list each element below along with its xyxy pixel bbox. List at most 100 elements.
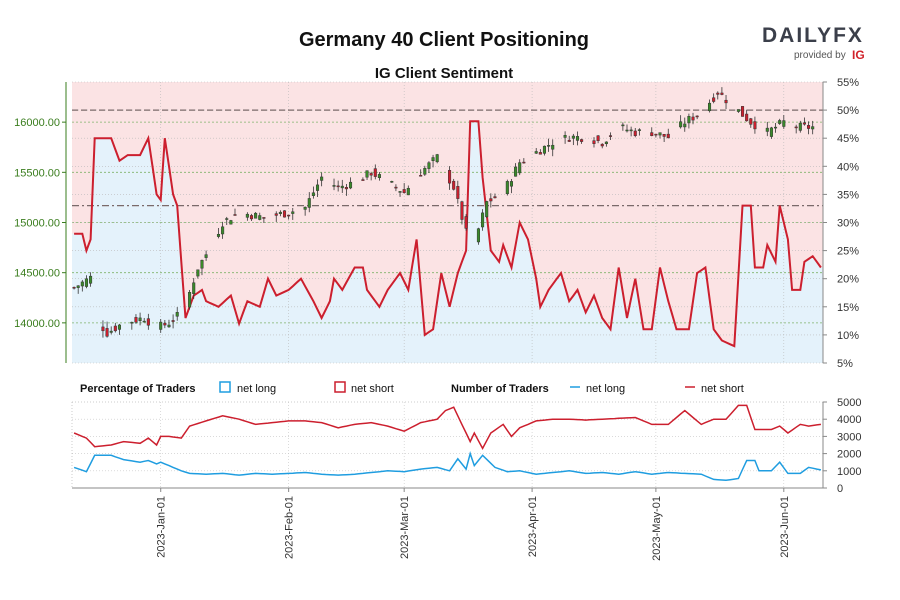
count-tick-label: 1000 xyxy=(837,466,861,478)
candle-body xyxy=(798,122,802,131)
bottom-panel-lines xyxy=(73,404,822,482)
candle-body xyxy=(724,99,728,104)
candle-body xyxy=(650,132,654,137)
candle-body xyxy=(567,139,571,142)
candle-body xyxy=(336,185,340,188)
candle-body xyxy=(303,206,307,210)
bottom-panel-grid xyxy=(71,401,823,489)
net-long-pct-line xyxy=(74,120,822,348)
candle-body xyxy=(171,320,175,322)
candle-body xyxy=(807,125,811,129)
date-tick-label: 2023-Mar-01 xyxy=(399,496,411,559)
candle-body xyxy=(679,121,683,128)
net-long-count-line xyxy=(73,451,822,482)
chart-subtitle: IG Client Sentiment xyxy=(375,65,513,82)
candle-body xyxy=(311,192,315,196)
candle-body xyxy=(406,187,410,196)
candle-body xyxy=(254,212,258,219)
candle-body xyxy=(621,124,625,127)
candle-body xyxy=(509,181,513,187)
candle-body xyxy=(778,120,782,124)
candle-body xyxy=(427,162,431,169)
candle-body xyxy=(278,211,282,214)
candle-body xyxy=(456,186,460,199)
candle-body xyxy=(481,212,485,228)
price-tick-label: 15000.00 xyxy=(14,218,60,230)
logo-provided-by: provided by xyxy=(794,50,846,61)
candle-body xyxy=(282,210,287,218)
candle-body xyxy=(373,168,377,177)
main-panel-axes: 14000.00 14500.00 15000.00 15500.00 16000.00… xyxy=(14,77,859,370)
candle-body xyxy=(315,184,320,191)
candle-body xyxy=(221,226,225,235)
pct-tick-label: 5% xyxy=(837,358,853,370)
count-tick-label: 2000 xyxy=(837,449,861,461)
candle-body xyxy=(142,320,146,323)
chart-title: Germany 40 Client Positioning xyxy=(299,29,589,51)
date-tick-label: 2023-Apr-01 xyxy=(527,496,539,557)
main-panel-lines xyxy=(74,120,822,348)
legend: Percentage of Traders net long net short… xyxy=(80,381,744,395)
candle-body xyxy=(361,179,365,181)
candle-body xyxy=(749,118,753,125)
candle-body xyxy=(245,213,249,218)
candle-body xyxy=(811,126,815,130)
candle-body xyxy=(84,278,88,287)
count-tick-label: 0 xyxy=(837,483,843,495)
candle-body xyxy=(592,140,596,144)
candle-body xyxy=(741,106,745,117)
candle-body xyxy=(493,196,497,199)
candle-body xyxy=(225,218,229,220)
candle-body xyxy=(101,326,105,332)
candle-body xyxy=(460,201,464,220)
candle-body xyxy=(332,185,336,187)
pct-tick-label: 50% xyxy=(837,105,859,117)
pct-tick-label: 20% xyxy=(837,274,859,286)
candle-body xyxy=(344,187,348,190)
candle-body xyxy=(596,135,600,141)
candle-body xyxy=(782,120,786,127)
count-tick-label: 5000 xyxy=(837,397,861,409)
candle-body xyxy=(476,228,480,243)
candle-body xyxy=(712,97,716,102)
candle-body xyxy=(196,269,200,277)
candle-body xyxy=(117,324,121,330)
candle-body xyxy=(390,181,394,183)
candle-body xyxy=(753,121,757,130)
candle-body xyxy=(608,135,613,137)
candle-body xyxy=(258,215,262,220)
candle-body xyxy=(291,211,295,214)
candle-body xyxy=(423,167,427,175)
candle-body xyxy=(666,133,670,139)
candle-body xyxy=(551,144,555,150)
candle-body xyxy=(287,214,291,217)
candle-body xyxy=(394,186,398,189)
candle-body xyxy=(188,292,192,308)
candle-body xyxy=(691,116,695,121)
candle-body xyxy=(340,185,344,189)
price-tick-label: 16000.00 xyxy=(14,117,60,129)
candle-body xyxy=(229,220,233,225)
legend-num-title: Number of Traders xyxy=(451,383,549,395)
net-short-count-line xyxy=(73,404,821,450)
count-tick-label: 3000 xyxy=(837,431,861,443)
logo-brand: IG xyxy=(852,48,865,62)
candle-body xyxy=(159,321,163,330)
candle-body xyxy=(146,318,150,326)
candle-body xyxy=(307,198,311,208)
candle-body xyxy=(538,152,542,155)
candle-body xyxy=(547,145,551,147)
count-tick-label: 4000 xyxy=(837,414,861,426)
candle-body xyxy=(654,133,658,136)
candle-body xyxy=(707,102,712,112)
candle-body xyxy=(505,181,509,195)
dailyfx-logo: DAILYFX provided by IG xyxy=(762,24,865,62)
candle-body xyxy=(514,166,518,177)
legend-num-short-label: net short xyxy=(701,383,744,395)
candle-body xyxy=(542,145,546,154)
candle-body xyxy=(402,189,406,194)
price-tick-label: 14000.00 xyxy=(14,318,60,330)
candle-body xyxy=(80,281,84,287)
candle-body xyxy=(720,92,724,95)
candle-body xyxy=(580,139,584,142)
